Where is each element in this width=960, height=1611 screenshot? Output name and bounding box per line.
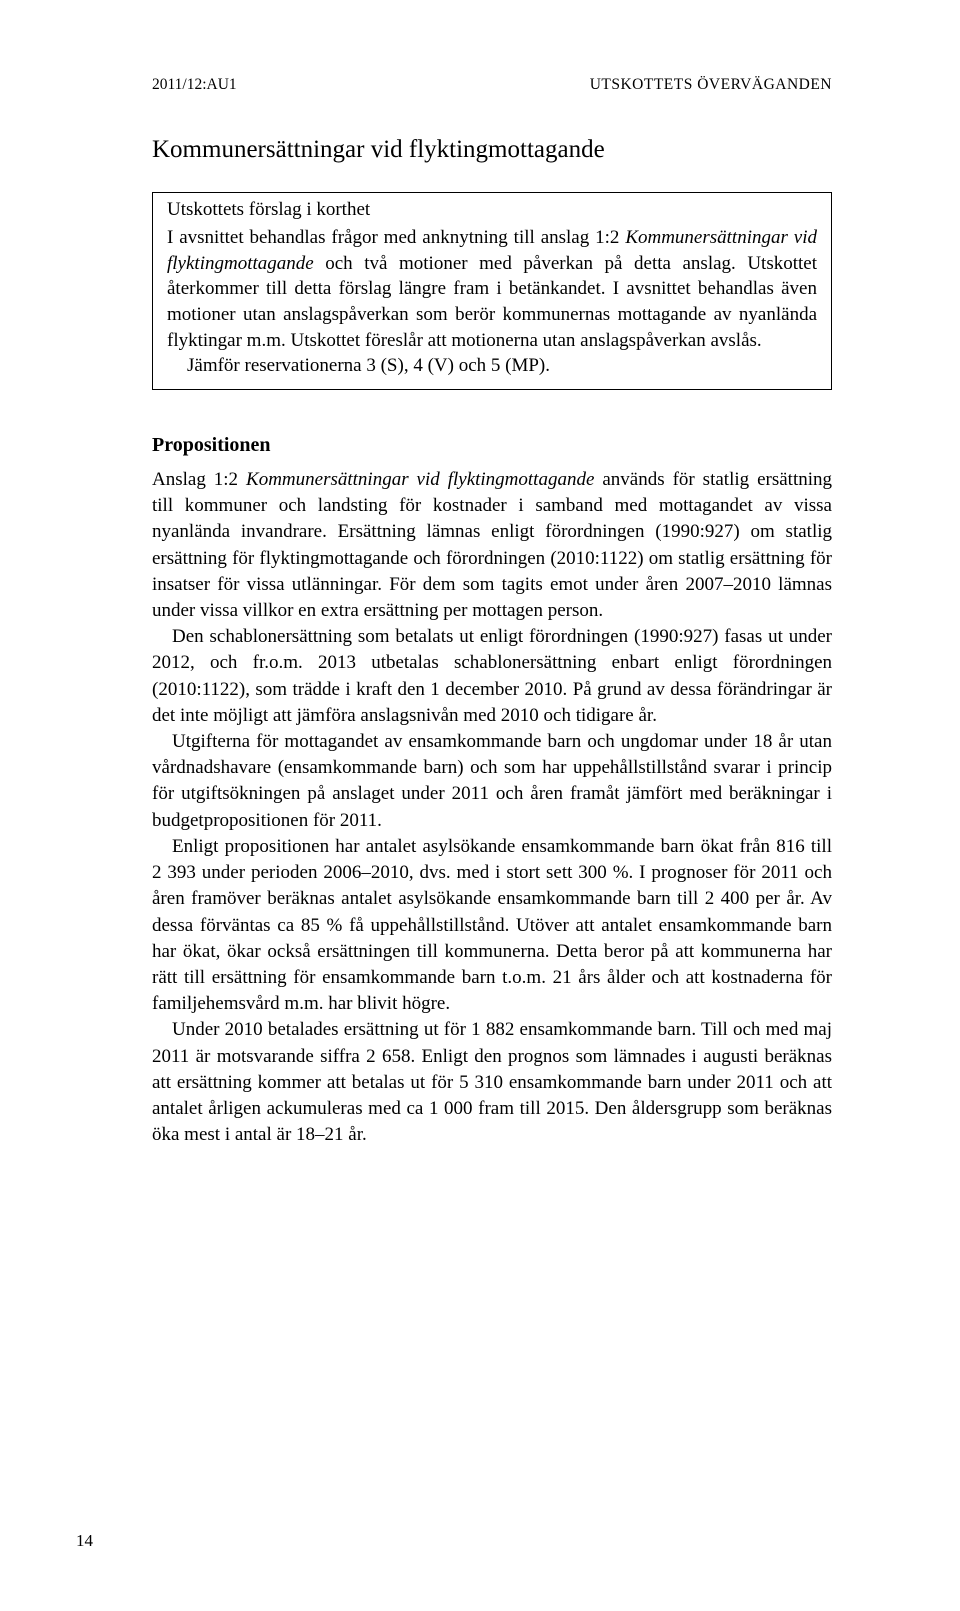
- main-title: Kommunersättningar vid flyktingmottagand…: [152, 136, 832, 164]
- summary-box: Utskottets förslag i korthet I avsnittet…: [152, 192, 832, 390]
- section-label: UTSKOTTETS ÖVERVÄGANDEN: [590, 76, 832, 94]
- page-number: 14: [76, 1531, 93, 1551]
- box-p1-pre: I avsnittet behandlas frågor med anknytn…: [167, 227, 625, 248]
- body-p1-italic: Kommunersättningar vid flyktingmottagand…: [246, 469, 594, 490]
- box-paragraph-1: I avsnittet behandlas frågor med anknytn…: [167, 225, 817, 353]
- body-p1-post: används för statlig ersättning till komm…: [152, 469, 832, 621]
- page-header: 2011/12:AU1 UTSKOTTETS ÖVERVÄGANDEN: [152, 76, 832, 94]
- body-paragraph-3: Utgifterna för mottagandet av ensamkomma…: [152, 729, 832, 834]
- body-p1-pre: Anslag 1:2: [152, 469, 246, 490]
- body-paragraph-5: Under 2010 betalades ersättning ut för 1…: [152, 1017, 832, 1148]
- body-paragraph-4: Enligt propositionen har antalet asylsök…: [152, 834, 832, 1018]
- section-heading: Propositionen: [152, 434, 832, 457]
- document-id: 2011/12:AU1: [152, 76, 237, 94]
- box-subtitle: Utskottets förslag i korthet: [167, 199, 817, 221]
- box-paragraph-2: Jämför reservationerna 3 (S), 4 (V) och …: [167, 353, 817, 379]
- body-paragraph-2: Den schablonersättning som betalats ut e…: [152, 624, 832, 729]
- body-paragraph-1: Anslag 1:2 Kommunersättningar vid flykti…: [152, 467, 832, 624]
